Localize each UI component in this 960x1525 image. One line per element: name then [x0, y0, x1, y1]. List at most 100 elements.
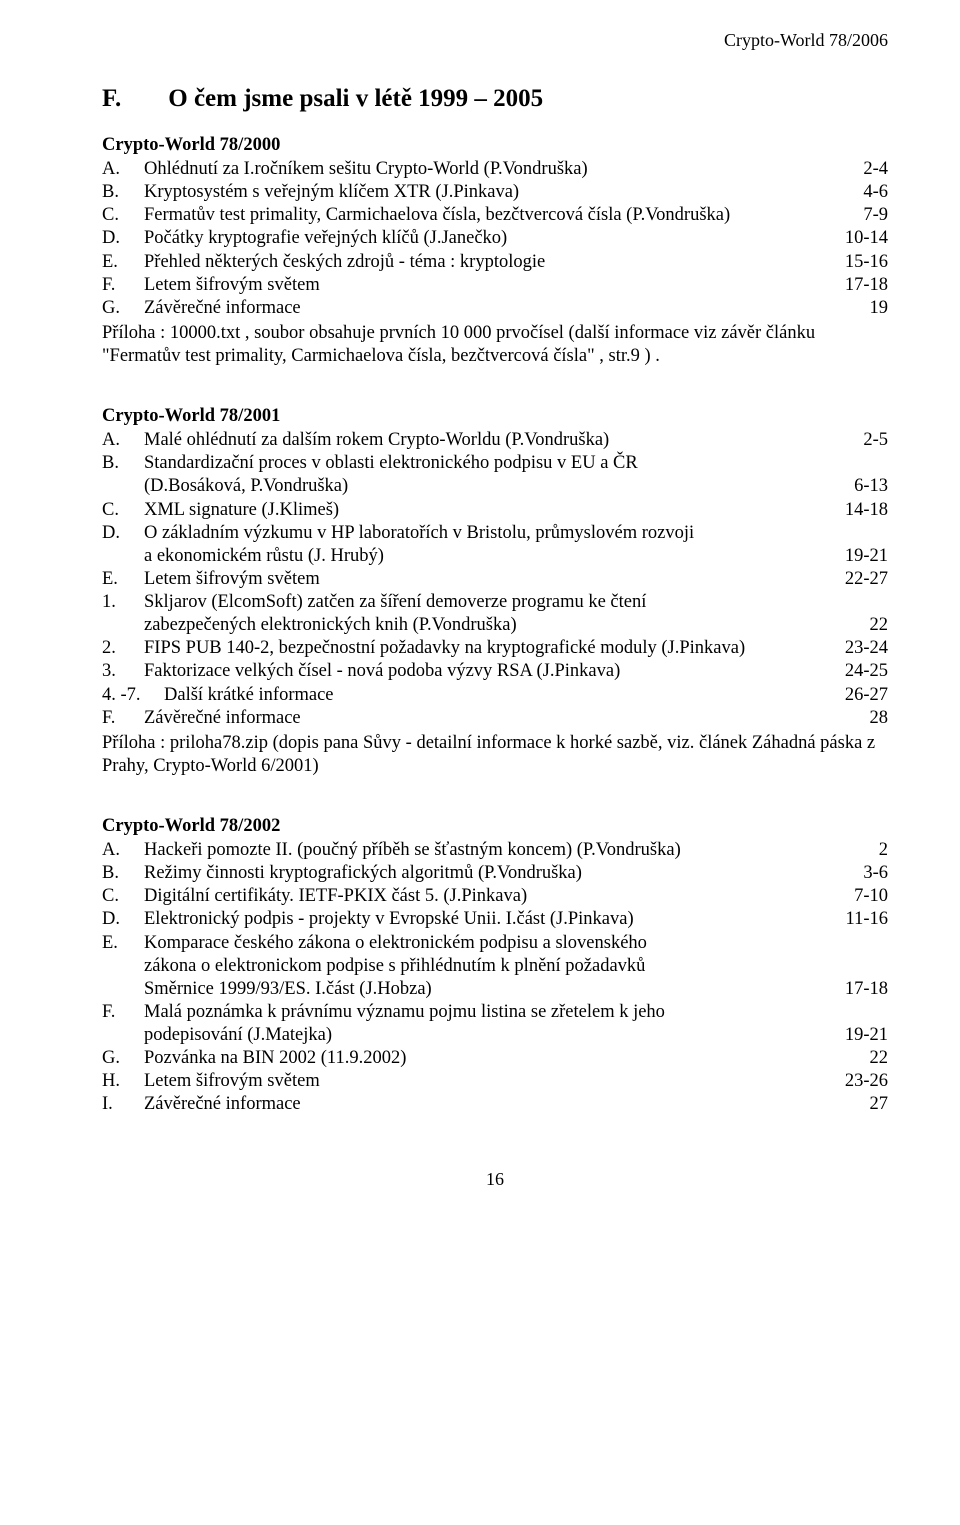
- entry-page: 28: [862, 707, 889, 730]
- entry-label: F.: [102, 707, 144, 730]
- entry-label: D.: [102, 227, 144, 250]
- entry-page: 17-18: [837, 978, 888, 1001]
- entry-page: 11-16: [838, 908, 888, 931]
- entry-label: [102, 545, 144, 568]
- toc-entry: I.Závěrečné informace27: [102, 1093, 888, 1116]
- entry-page: 22-27: [837, 568, 888, 591]
- toc-entry: A.Hackeři pomozte II. (poučný příběh se …: [102, 839, 888, 862]
- issue-heading: Crypto-World 78/2001: [102, 406, 888, 427]
- entry-text: (D.Bosáková, P.Vondruška): [144, 475, 846, 498]
- toc-entry: H.Letem šifrovým světem23-26: [102, 1070, 888, 1093]
- entry-page: 19-21: [837, 545, 888, 568]
- entry-label: B.: [102, 862, 144, 885]
- entry-text: Závěrečné informace: [144, 1093, 862, 1116]
- entry-label: I.: [102, 1093, 144, 1116]
- toc-entry: C.XML signature (J.Klimeš)14-18: [102, 499, 888, 522]
- entry-label: G.: [102, 297, 144, 320]
- entry-text: Závěrečné informace: [144, 297, 862, 320]
- entry-text: Malé ohlédnutí za dalším rokem Crypto-Wo…: [144, 429, 855, 452]
- toc-entry: A.Ohlédnutí za I.ročníkem sešitu Crypto-…: [102, 158, 888, 181]
- entry-text: Další krátké informace: [164, 684, 837, 707]
- title-text: O čem jsme psali v létě 1999 – 2005: [168, 85, 543, 112]
- entry-label: B.: [102, 181, 144, 204]
- entry-text: Malá poznámka k právnímu významu pojmu l…: [144, 1001, 880, 1024]
- entry-page: 3-6: [855, 862, 888, 885]
- toc-entry: Směrnice 1999/93/ES. I.část (J.Hobza)17-…: [102, 978, 888, 1001]
- entry-page: [880, 1001, 888, 1024]
- toc-entry: G.Závěrečné informace19: [102, 297, 888, 320]
- entry-label: H.: [102, 1070, 144, 1093]
- issue-note: Příloha : priloha78.zip (dopis pana Sůvy…: [102, 732, 888, 778]
- entry-page: 15-16: [837, 251, 888, 274]
- entry-label: A.: [102, 839, 144, 862]
- document-page: Crypto-World 78/2006 F. O čem jsme psali…: [0, 0, 960, 1210]
- toc-entry: 1.Skljarov (ElcomSoft) zatčen za šíření …: [102, 591, 888, 614]
- entry-page: 27: [862, 1093, 889, 1116]
- entry-label: B.: [102, 452, 144, 475]
- entry-label: D.: [102, 522, 144, 545]
- toc-entry: (D.Bosáková, P.Vondruška)6-13: [102, 475, 888, 498]
- entry-label: 2.: [102, 637, 144, 660]
- entry-text: Komparace českého zákona o elektronickém…: [144, 932, 880, 955]
- entry-label: F.: [102, 274, 144, 297]
- entry-page: 24-25: [837, 660, 888, 683]
- title-letter: F.: [102, 85, 162, 113]
- entry-page: 14-18: [837, 499, 888, 522]
- entry-text: FIPS PUB 140-2, bezpečnostní požadavky n…: [144, 637, 837, 660]
- entry-page: 7-9: [855, 204, 888, 227]
- entry-label: A.: [102, 429, 144, 452]
- entry-label: A.: [102, 158, 144, 181]
- entry-label: E.: [102, 251, 144, 274]
- entry-page: 17-18: [837, 274, 888, 297]
- toc-entry: 3.Faktorizace velkých čísel - nová podob…: [102, 660, 888, 683]
- entry-text: Kryptosystém s veřejným klíčem XTR (J.Pi…: [144, 181, 855, 204]
- entry-label: C.: [102, 204, 144, 227]
- toc-entry: a ekonomickém růstu (J. Hrubý)19-21: [102, 545, 888, 568]
- entry-page: 2-5: [855, 429, 888, 452]
- entry-label: [102, 978, 144, 1001]
- entry-text: Fermatův test primality, Carmichaelova č…: [144, 204, 855, 227]
- toc-entry: B.Standardizační proces v oblasti elektr…: [102, 452, 888, 475]
- article-title: F. O čem jsme psali v létě 1999 – 2005: [102, 85, 888, 113]
- entry-page: 23-26: [837, 1070, 888, 1093]
- issue-heading: Crypto-World 78/2002: [102, 816, 888, 837]
- running-header: Crypto-World 78/2006: [102, 30, 888, 51]
- entry-page: [880, 452, 888, 475]
- entry-text: XML signature (J.Klimeš): [144, 499, 837, 522]
- entry-text: Ohlédnutí za I.ročníkem sešitu Crypto-Wo…: [144, 158, 855, 181]
- toc-entry: C.Fermatův test primality, Carmichaelova…: [102, 204, 888, 227]
- entry-page: 26-27: [837, 684, 888, 707]
- entry-label: E.: [102, 568, 144, 591]
- entry-page: 10-14: [837, 227, 888, 250]
- entry-label: G.: [102, 1047, 144, 1070]
- issue-heading: Crypto-World 78/2000: [102, 135, 888, 156]
- entry-text: Standardizační proces v oblasti elektron…: [144, 452, 880, 475]
- entry-page: [880, 522, 888, 545]
- entry-page: [880, 955, 888, 978]
- entry-label: C.: [102, 885, 144, 908]
- entry-label: [102, 955, 144, 978]
- toc-entry: D.Elektronický podpis - projekty v Evrop…: [102, 908, 888, 931]
- entry-page: 23-24: [837, 637, 888, 660]
- toc-entry: zákona o elektronickom podpise s přihléd…: [102, 955, 888, 978]
- entry-text: Hackeři pomozte II. (poučný příběh se šť…: [144, 839, 871, 862]
- entry-text: O základním výzkumu v HP laboratořích v …: [144, 522, 880, 545]
- entry-text: Elektronický podpis - projekty v Evropsk…: [144, 908, 838, 931]
- entry-page: 19: [862, 297, 889, 320]
- entry-text: a ekonomickém růstu (J. Hrubý): [144, 545, 837, 568]
- toc-entry: D.O základním výzkumu v HP laboratořích …: [102, 522, 888, 545]
- entry-text: Režimy činnosti kryptografických algorit…: [144, 862, 855, 885]
- toc-entry: 2.FIPS PUB 140-2, bezpečnostní požadavky…: [102, 637, 888, 660]
- entry-text: Letem šifrovým světem: [144, 568, 837, 591]
- entry-label: 1.: [102, 591, 144, 614]
- issue-note: Příloha : 10000.txt , soubor obsahuje pr…: [102, 322, 888, 368]
- toc-entry: podepisování (J.Matejka)19-21: [102, 1024, 888, 1047]
- entry-text: Skljarov (ElcomSoft) zatčen za šíření de…: [144, 591, 880, 614]
- entry-label: E.: [102, 932, 144, 955]
- toc-entry: zabezpečených elektronických knih (P.Von…: [102, 614, 888, 637]
- entry-label: F.: [102, 1001, 144, 1024]
- toc-entry: E.Komparace českého zákona o elektronick…: [102, 932, 888, 955]
- entry-text: Pozvánka na BIN 2002 (11.9.2002): [144, 1047, 862, 1070]
- entry-page: 2-4: [855, 158, 888, 181]
- toc-entry: F.Letem šifrovým světem17-18: [102, 274, 888, 297]
